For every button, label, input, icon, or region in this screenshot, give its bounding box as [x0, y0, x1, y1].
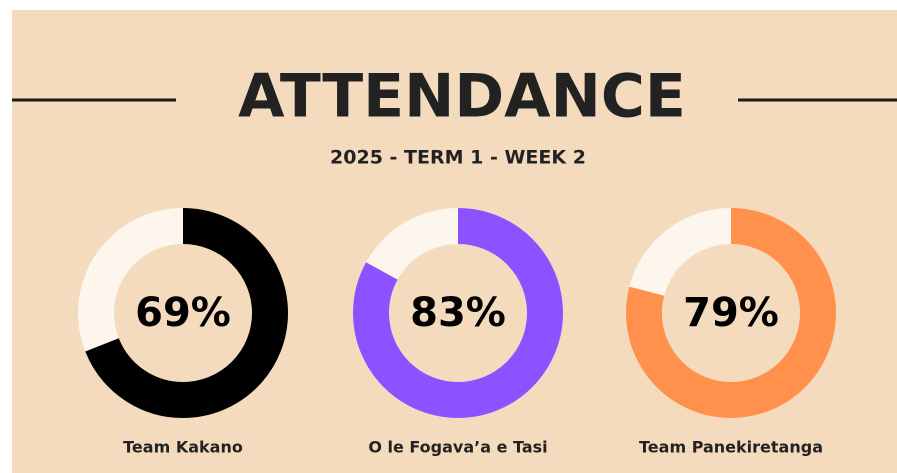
donut-arc — [626, 208, 836, 418]
percent-label: 83% — [410, 290, 506, 336]
team-label: O le Fogava’a e Tasi — [368, 438, 547, 457]
title: ATTENDANCE — [238, 62, 686, 132]
percent-label: 69% — [135, 290, 231, 336]
subtitle: 2025 - TERM 1 - WEEK 2 — [330, 147, 586, 169]
donut-arc — [78, 208, 288, 418]
team-label: Team Kakano — [123, 438, 243, 457]
percent-label: 79% — [683, 290, 779, 336]
donut-arc — [353, 208, 563, 418]
charts: 69% Team Kakano 83% O le Fogava’a e Tasi 79%… — [78, 208, 836, 457]
team-label: Team Panekiretanga — [639, 438, 823, 457]
